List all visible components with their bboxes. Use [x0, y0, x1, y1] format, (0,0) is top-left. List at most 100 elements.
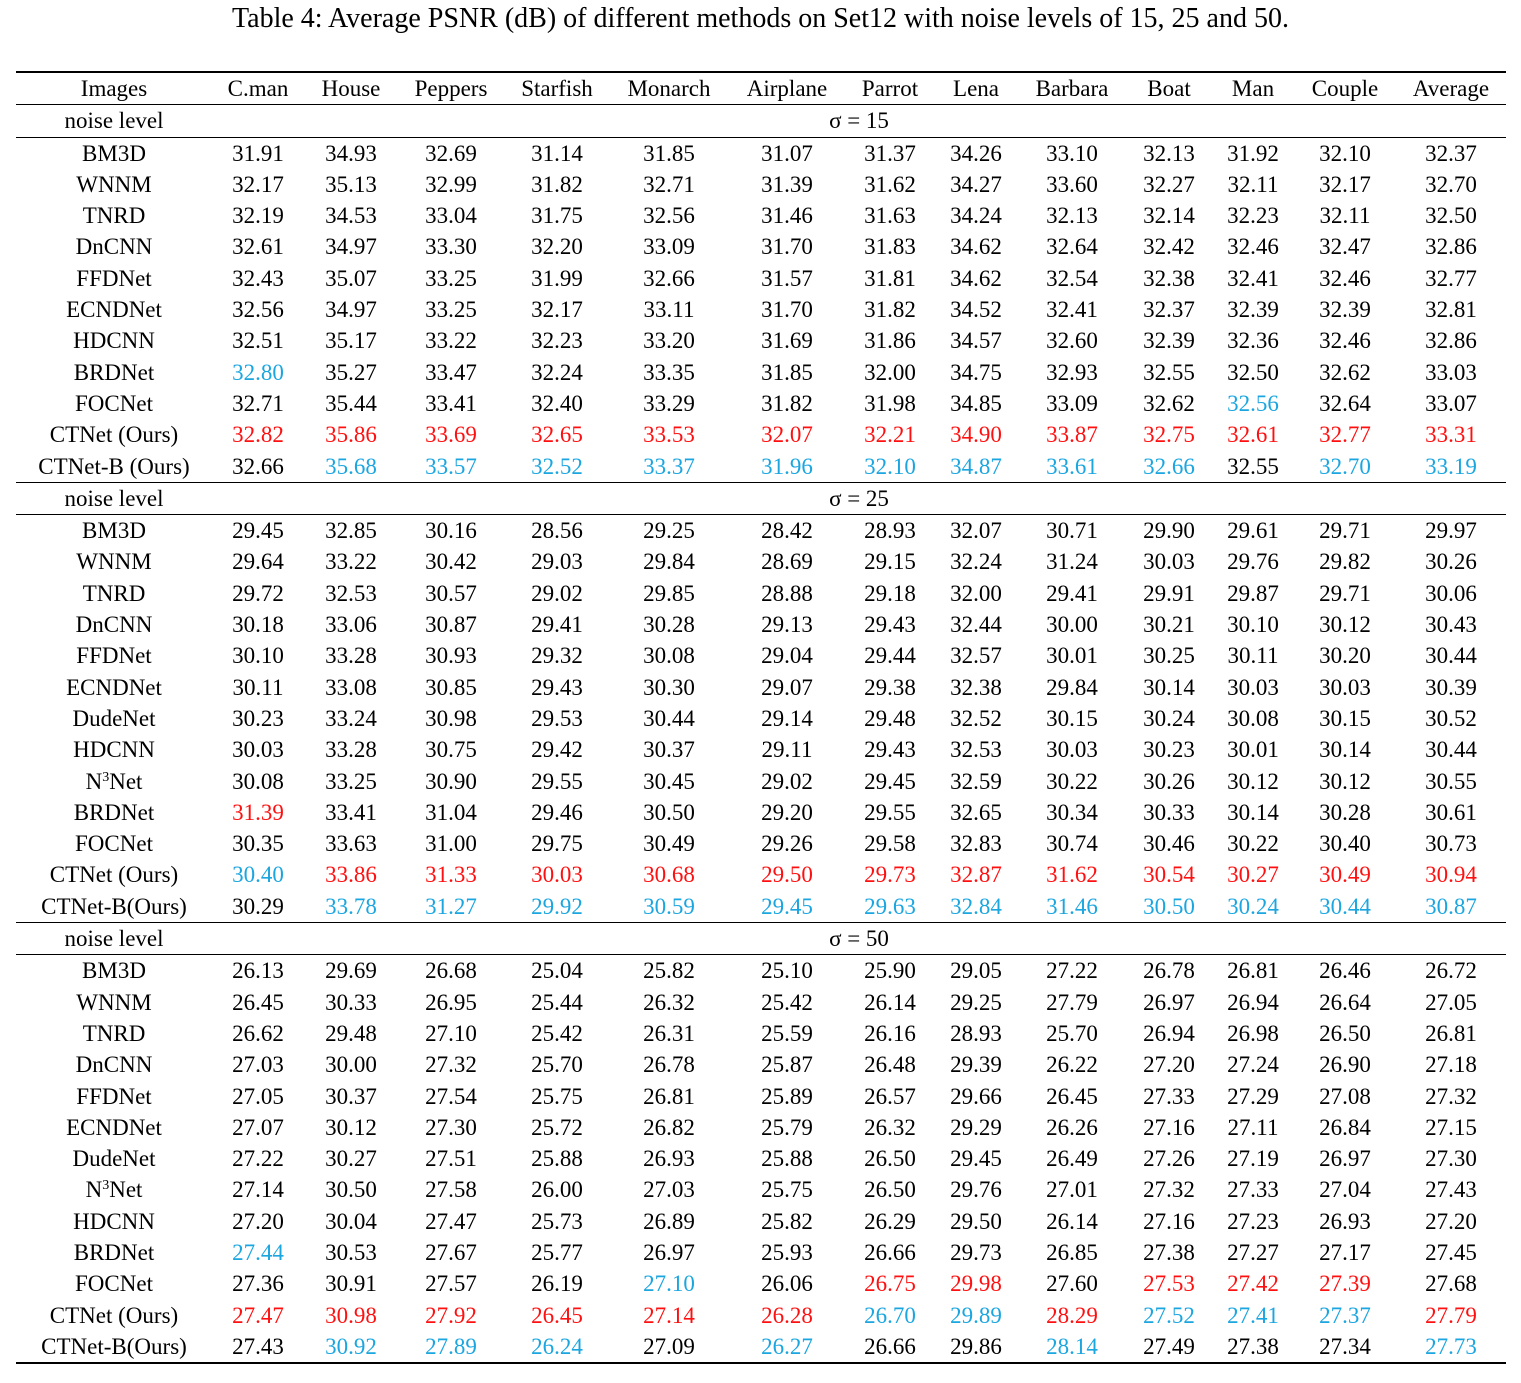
psnr-cell: 27.20	[1425, 1208, 1477, 1234]
psnr-cell: 32.65	[531, 422, 583, 448]
table-row: DudeNet 27.22 30.27 27.51 25.88 26.93 25.88 26.…	[16, 1143, 1506, 1174]
psnr-cell: 32.10	[1319, 140, 1371, 166]
psnr-cell: 29.05	[950, 958, 1002, 984]
psnr-cell: 30.23	[1143, 737, 1195, 763]
psnr-cell: 27.18	[1425, 1052, 1477, 1078]
psnr-cell: 32.38	[950, 674, 1002, 700]
method-name: DudeNet	[72, 705, 156, 731]
psnr-cell: 29.75	[531, 831, 583, 857]
method-name: CTNet (Ours)	[49, 862, 179, 888]
psnr-cell: 28.69	[761, 549, 813, 575]
psnr-cell: 25.73	[531, 1208, 583, 1234]
psnr-cell: 30.08	[232, 768, 284, 794]
psnr-cell: 33.47	[425, 359, 477, 385]
psnr-cell: 27.10	[643, 1271, 695, 1297]
psnr-cell: 29.69	[325, 958, 377, 984]
psnr-cell: 27.26	[1143, 1146, 1195, 1172]
table-row: CTNet-B (Ours) 32.66 35.68 33.57 32.52 33.37 3…	[16, 451, 1506, 483]
psnr-cell: 25.75	[761, 1177, 813, 1203]
method-name: BRDNet	[73, 1239, 155, 1265]
psnr-cell: 31.86	[864, 328, 916, 354]
header-monarch: Monarch	[610, 71, 728, 106]
psnr-cell: 27.16	[1143, 1208, 1195, 1234]
psnr-cell: 35.44	[325, 390, 377, 416]
psnr-cell: 33.53	[643, 422, 695, 448]
psnr-cell: 32.50	[1425, 203, 1477, 229]
psnr-cell: 27.05	[232, 1083, 284, 1109]
psnr-cell: 33.37	[643, 453, 695, 479]
psnr-cell: 27.19	[1227, 1146, 1279, 1172]
psnr-cell: 33.25	[425, 265, 477, 291]
psnr-cell: 26.50	[864, 1177, 916, 1203]
psnr-cell: 32.11	[1227, 171, 1279, 197]
psnr-cell: 27.53	[1143, 1271, 1195, 1297]
psnr-cell: 27.42	[1227, 1271, 1279, 1297]
psnr-cell: 26.81	[1425, 1020, 1477, 1046]
psnr-cell: 26.32	[864, 1114, 916, 1140]
psnr-cell: 29.73	[950, 1239, 1002, 1265]
psnr-cell: 27.79	[1425, 1302, 1477, 1328]
psnr-cell: 32.38	[1143, 265, 1195, 291]
header-man: Man	[1212, 71, 1294, 106]
psnr-cell: 32.37	[1425, 140, 1477, 166]
psnr-cell: 30.50	[325, 1177, 377, 1203]
psnr-cell: 32.57	[950, 643, 1002, 669]
psnr-cell: 30.34	[1046, 799, 1098, 825]
psnr-cell: 33.35	[643, 359, 695, 385]
table-row: FFDNet 27.05 30.37 27.54 25.75 26.81 25.89 26.5…	[16, 1081, 1506, 1112]
psnr-cell: 30.03	[531, 862, 583, 888]
method-name: FOCNet	[75, 831, 153, 857]
psnr-cell: 32.77	[1319, 422, 1371, 448]
psnr-cell: 29.50	[761, 862, 813, 888]
psnr-cell: 32.77	[1425, 265, 1477, 291]
psnr-cell: 33.78	[325, 893, 377, 919]
psnr-cell: 29.45	[232, 518, 284, 544]
header-images: Images	[16, 71, 212, 106]
psnr-cell: 30.35	[232, 831, 284, 857]
psnr-cell: 30.44	[1319, 893, 1371, 919]
psnr-cell: 28.56	[531, 518, 583, 544]
psnr-cell: 34.53	[325, 203, 377, 229]
table-row: CTNet-B(Ours) 27.43 30.92 27.89 26.24 27.09 26…	[16, 1331, 1506, 1363]
psnr-cell: 32.13	[1046, 203, 1098, 229]
psnr-cell: 30.04	[325, 1208, 377, 1234]
method-name-prefix: N	[85, 768, 103, 794]
psnr-cell: 27.52	[1143, 1302, 1195, 1328]
psnr-cell: 30.01	[1046, 643, 1098, 669]
psnr-cell: 32.17	[232, 171, 284, 197]
psnr-cell: 32.56	[643, 203, 695, 229]
psnr-cell: 30.33	[325, 989, 377, 1015]
psnr-cell: 25.90	[864, 958, 916, 984]
psnr-cell: 30.85	[425, 674, 477, 700]
psnr-cell: 35.68	[325, 453, 377, 479]
psnr-cell: 27.33	[1227, 1177, 1279, 1203]
psnr-cell: 26.68	[425, 958, 477, 984]
psnr-cell: 26.28	[761, 1302, 813, 1328]
psnr-cell: 29.84	[1046, 674, 1098, 700]
method-name: FFDNet	[76, 1083, 152, 1109]
method-name: CTNet (Ours)	[49, 1302, 179, 1328]
psnr-cell: 32.85	[325, 518, 377, 544]
psnr-cell: 27.54	[425, 1083, 477, 1109]
psnr-cell: 25.82	[643, 958, 695, 984]
psnr-cell: 29.14	[761, 705, 813, 731]
psnr-cell: 31.04	[425, 799, 477, 825]
psnr-cell: 29.43	[864, 737, 916, 763]
psnr-cell: 33.09	[643, 234, 695, 260]
psnr-cell: 32.60	[1046, 328, 1098, 354]
psnr-cell: 31.83	[864, 234, 916, 260]
psnr-cell: 26.89	[643, 1208, 695, 1234]
psnr-cell: 27.67	[425, 1239, 477, 1265]
psnr-cell: 30.73	[1425, 831, 1477, 857]
psnr-cell: 33.22	[425, 328, 477, 354]
psnr-cell: 30.42	[425, 549, 477, 575]
psnr-cell: 32.41	[1046, 297, 1098, 323]
psnr-cell: 29.25	[643, 518, 695, 544]
table-row: CTNet-B(Ours) 30.29 33.78 31.27 29.92 30.59 29…	[16, 891, 1506, 923]
psnr-cell: 30.50	[643, 799, 695, 825]
psnr-cell: 25.42	[531, 1020, 583, 1046]
psnr-cell: 25.42	[761, 989, 813, 1015]
psnr-cell: 32.52	[531, 453, 583, 479]
method-name: CTNet-B(Ours)	[41, 893, 187, 919]
sigma-value: σ = 50	[212, 922, 1506, 956]
